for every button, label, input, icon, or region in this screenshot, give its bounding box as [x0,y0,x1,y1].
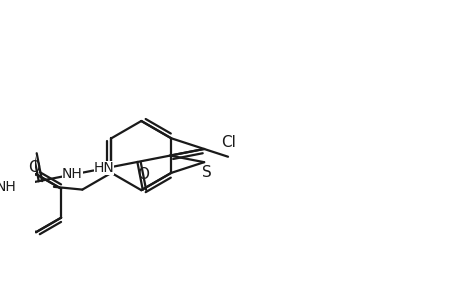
Text: HN: HN [93,161,114,175]
Text: NH: NH [0,180,17,194]
Text: O: O [136,167,148,182]
Text: Cl: Cl [221,135,235,150]
Text: NH: NH [62,167,82,181]
Text: O: O [28,160,40,175]
Text: S: S [202,165,211,180]
